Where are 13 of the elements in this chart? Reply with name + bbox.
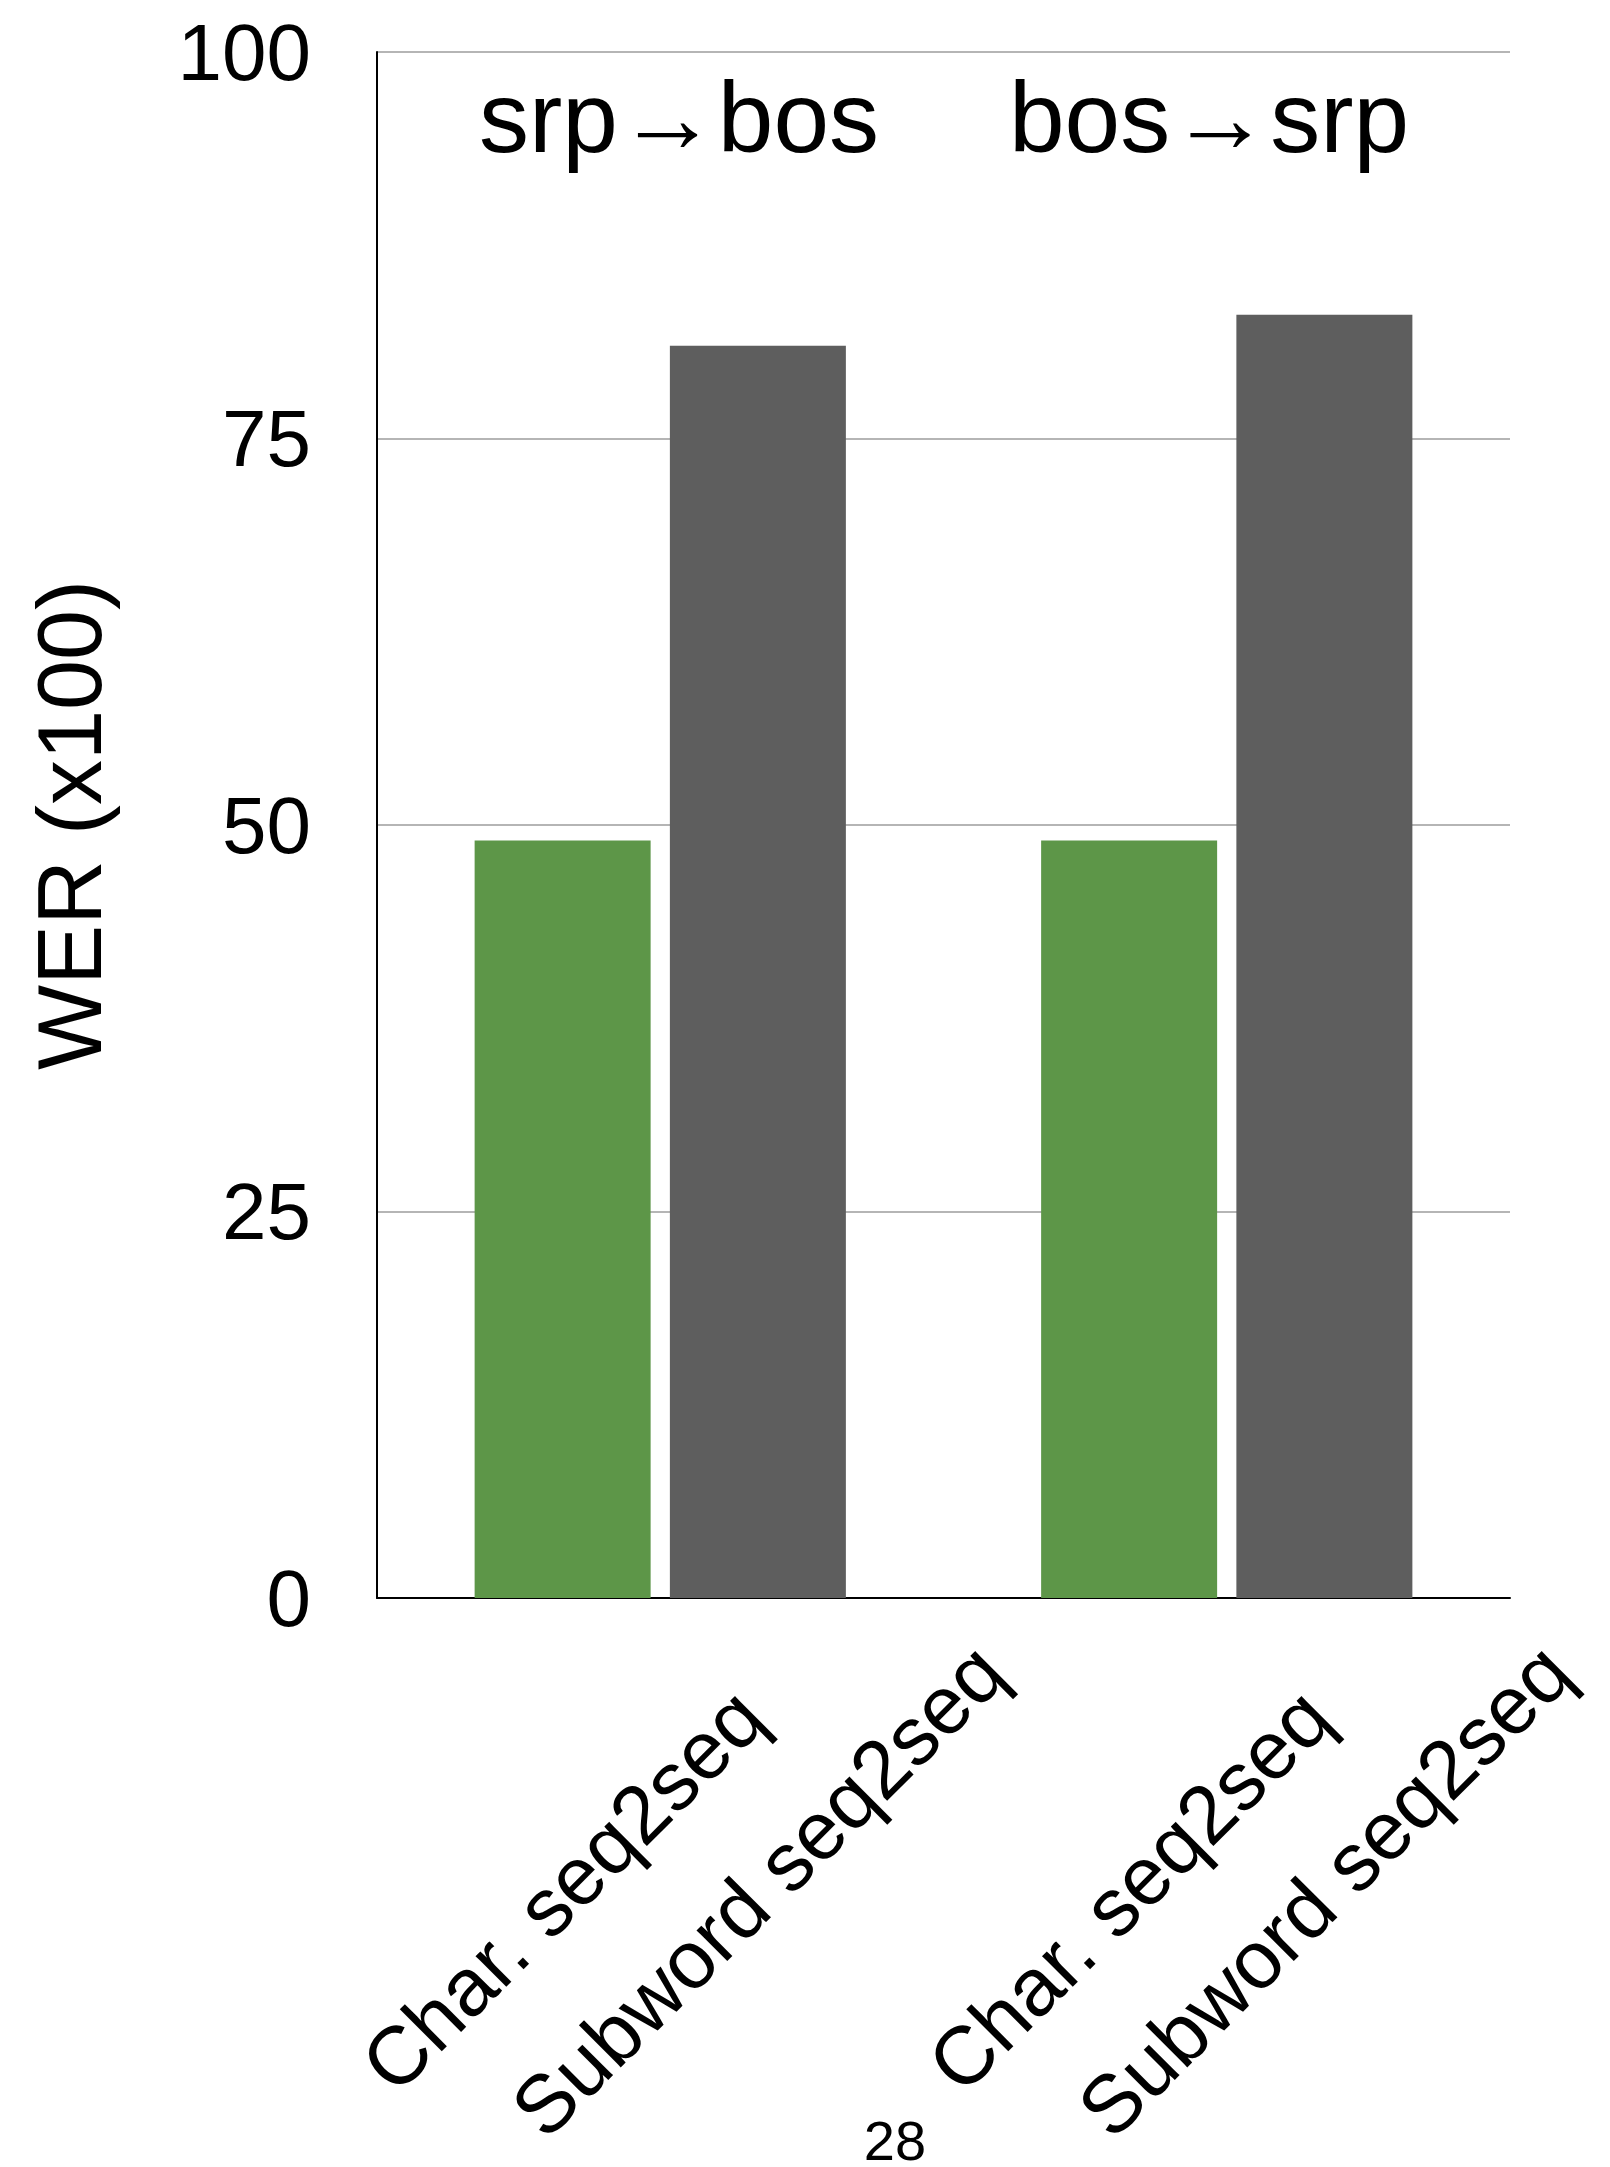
y-tick-label: 25 [222,1167,311,1256]
annotation: bos→srp [1008,61,1410,173]
y-tick-label: 100 [177,7,311,97]
y-axis-title: WER (x100) [20,579,120,1071]
bar [1041,840,1218,1598]
bar [474,840,651,1598]
y-tick-label: 0 [266,1553,311,1643]
annotation: srp→bos [478,61,880,173]
bar [669,345,846,1598]
text: 28 [863,2108,927,2167]
bar [1236,314,1413,1598]
y-tick-label: 75 [222,394,311,483]
y-tick-label: 50 [222,780,311,870]
